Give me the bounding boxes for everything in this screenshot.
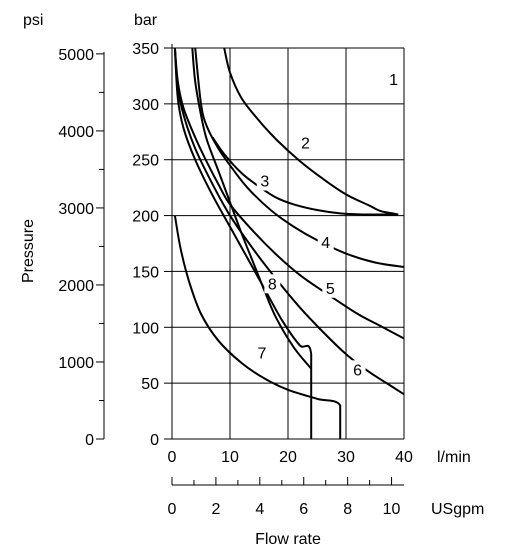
curve-label-4: 4 <box>321 235 330 252</box>
y-secondary-tick-label: 3000 <box>58 201 94 218</box>
y-secondary-tick-label: 1000 <box>58 355 94 372</box>
curve-label-background <box>297 133 314 153</box>
curve-2 <box>211 136 399 216</box>
curve-5 <box>173 47 405 396</box>
x-secondary-unit-label: USgpm <box>431 501 484 518</box>
curves <box>173 47 405 439</box>
curve-label-5: 5 <box>326 281 335 298</box>
curve-label-background <box>317 232 334 252</box>
x-secondary-tick-label: 6 <box>299 501 308 518</box>
y-tick-label: 0 <box>150 432 159 449</box>
curve-label-background <box>349 360 366 380</box>
x-tick-label: 30 <box>337 449 355 466</box>
curve-label-3: 3 <box>260 174 269 191</box>
y-secondary-tick-label: 2000 <box>58 278 94 295</box>
y-tick-label: 100 <box>132 320 159 337</box>
y-tick-label: 50 <box>141 376 159 393</box>
curve-7 <box>173 215 342 439</box>
curve-label-7: 7 <box>257 346 266 363</box>
curve-6 <box>173 47 313 439</box>
y-secondary-tick-label: 5000 <box>58 47 94 64</box>
curve-label-background <box>253 343 270 363</box>
x-secondary-tick-label: 4 <box>255 501 264 518</box>
curve-labels: 1 2 3 4 5 6 7 8 <box>253 69 402 380</box>
curve-label-6: 6 <box>353 362 362 379</box>
y-axis-title: Pressure <box>20 219 37 283</box>
x-tick-label: 10 <box>221 449 239 466</box>
x-secondary-tick-label: 10 <box>383 501 401 518</box>
curve-4 <box>173 47 405 340</box>
y-tick-label: 250 <box>132 153 159 170</box>
x-secondary-tick-label: 0 <box>168 501 177 518</box>
curve-label-8: 8 <box>268 276 277 293</box>
y-tick-label: 200 <box>132 209 159 226</box>
y-secondary-unit-label: psi <box>23 12 43 29</box>
curve-label-2: 2 <box>301 136 310 153</box>
curve-label-background <box>322 278 339 298</box>
y-tick-label: 350 <box>132 41 159 58</box>
y-tick-label: 300 <box>132 97 159 114</box>
curve-label-background <box>256 171 273 191</box>
curve-label-background <box>385 69 402 89</box>
x-tick-label: 0 <box>168 449 177 466</box>
y-secondary-tick-label: 4000 <box>58 124 94 141</box>
y-unit-label: bar <box>134 12 158 29</box>
y-secondary-tick-label: 0 <box>85 432 94 449</box>
curve-1 <box>223 47 399 216</box>
x-secondary-tick-label: 8 <box>343 501 352 518</box>
curve-label-background <box>264 274 281 294</box>
grid-lines <box>172 47 405 439</box>
curve-8 <box>191 47 312 370</box>
x-unit-label: l/min <box>437 449 471 466</box>
x-tick-label: 20 <box>279 449 297 466</box>
x-tick-label: 40 <box>395 449 413 466</box>
y-tick-label: 150 <box>132 264 159 281</box>
curve-label-1: 1 <box>389 72 398 89</box>
x-axis-title: Flow rate <box>255 531 321 548</box>
curve-3 <box>194 47 405 268</box>
x-secondary-tick-label: 2 <box>211 501 220 518</box>
